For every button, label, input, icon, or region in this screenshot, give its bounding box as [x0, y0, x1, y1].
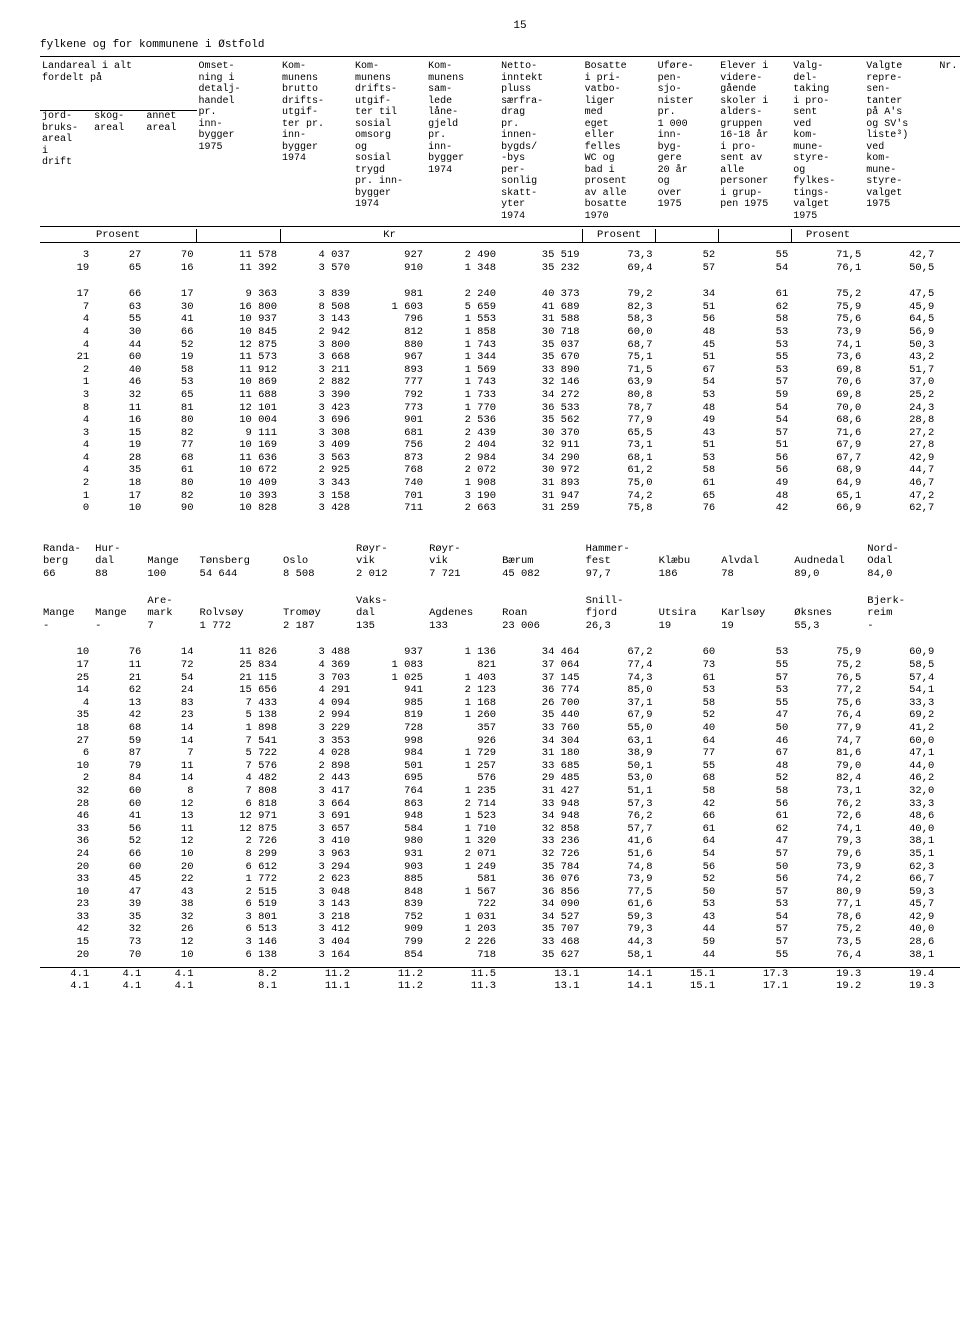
table-row: 3345221 7722 62388558136 07673,9525674,2…: [40, 873, 960, 886]
table-row: 3335323 8013 2187521 03134 52759,3435478…: [40, 911, 960, 924]
table-row: 10761411 8263 4889371 13634 46467,260537…: [40, 646, 960, 659]
table-row: 2070106 1383 16485471835 62758,1445576,4…: [40, 949, 960, 962]
table-row: 4.14.14.18.111.111.211.313.114.115.117.1…: [40, 980, 960, 993]
table-row: 2759147 5413 35399892634 30463,1644674,7…: [40, 735, 960, 748]
table-row: 413837 4334 0949851 16826 70037,1585575,…: [40, 697, 960, 710]
table-row: 1465310 8692 8827771 74332 14663,9545770…: [40, 376, 960, 389]
table-row: 3652122 7263 4109801 32033 23641,6644779…: [40, 835, 960, 848]
table-row: 2860126 8183 6648632 71433 94857,3425676…: [40, 798, 960, 811]
table-row: 3277011 5784 0379272 49035 51973,3525571…: [40, 249, 960, 262]
label-row: 668810054 6448 5082 0127 72145 08297,718…: [40, 568, 960, 581]
table-row: 2188010 4093 3437401 90831 89375,0614964…: [40, 477, 960, 490]
table-row: 4445212 8753 8008801 74335 03768,7455374…: [40, 339, 960, 352]
label-row: --71 7722 18713513323 00626,3191955,3-: [40, 620, 960, 633]
table-row: 46411312 9713 6919481 52334 94876,266617…: [40, 810, 960, 823]
table-row: 0109010 8283 4287112 66331 25975,8764266…: [40, 502, 960, 515]
unit-row: ProsentKrProsentProsent: [40, 229, 960, 243]
data-table: 3277011 5784 0379272 49035 51973,3525571…: [40, 243, 960, 993]
table-row: 2466108 2993 9639312 07132 72651,6545779…: [40, 848, 960, 861]
table-row: 4197710 1693 4097562 40432 91173,1515167…: [40, 439, 960, 452]
table-row: 4356110 6722 9257682 07230 97261,2585668…: [40, 464, 960, 477]
table-row: 4554110 9373 1437961 55331 58858,3565875…: [40, 313, 960, 326]
table-row: 1178210 3933 1587013 19031 94774,2654865…: [40, 490, 960, 503]
table-row: 2339386 5193 14383972234 09061,6535377,1…: [40, 898, 960, 911]
label-row: Randa-Hur-Røyr-Røyr-Hammer-Nord-: [40, 543, 960, 556]
table-row: 4232266 5133 4129091 20335 70779,3445775…: [40, 923, 960, 936]
table-row: 7633016 8008 5081 6035 65941 68982,35162…: [40, 301, 960, 314]
label-row: MangeMangemarkRolvsøyTromøydalAgdenesRoa…: [40, 607, 960, 620]
table-row: 19651611 3923 5709101 34835 23269,457547…: [40, 262, 960, 275]
table-row: 4168010 0043 6969012 53635 56277,9495468…: [40, 414, 960, 427]
table-row: 4286811 6363 5638732 98434 29068,1535667…: [40, 452, 960, 465]
table-row: 25215421 1153 7031 0251 40337 14574,3615…: [40, 672, 960, 685]
table-row: 14622415 6564 2919412 12336 77485,053537…: [40, 684, 960, 697]
table-row: 3326511 6883 3907921 73334 27280,8535969…: [40, 389, 960, 402]
table-row: 1573123 1463 4047992 22633 46844,3595773…: [40, 936, 960, 949]
table-row: 326087 8083 4177641 23531 42751,1585873,…: [40, 785, 960, 798]
table-row: 1047432 5153 0488481 56736 85677,5505780…: [40, 886, 960, 899]
table-row: 17117225 8344 3691 08382137 06477,473557…: [40, 659, 960, 672]
table-row: 33561112 8753 6575841 71032 85857,761627…: [40, 823, 960, 836]
table-row: 68775 7224 0289841 72931 18038,9776781,6…: [40, 747, 960, 760]
column-headers: Landareal i altfordelt påOmset-ning idet…: [40, 56, 960, 227]
label-row: Are-Vaks-Snill-Bjerk-: [40, 595, 960, 608]
page-title: fylkene og for kommunene i Østfold: [40, 39, 960, 52]
table-row: 4306610 8452 9428121 85830 71860,0485373…: [40, 326, 960, 339]
label-row: bergdalMangeTønsbergOslovikvikBærumfestK…: [40, 555, 960, 568]
table-row: 1766179 3633 8399812 24040 37379,2346175…: [40, 288, 960, 301]
table-row: 21601911 5733 6689671 34435 67075,151557…: [40, 351, 960, 364]
table-row: 1079117 5762 8985011 25733 68550,1554879…: [40, 760, 960, 773]
table-row: 284144 4822 44369557629 48553,0685282,44…: [40, 772, 960, 785]
table-row: 3542235 1382 9948191 26035 44067,9524776…: [40, 709, 960, 722]
table-row: 2060206 6123 2949031 24935 78474,8565073…: [40, 861, 960, 874]
table-row: 315829 1113 3086812 43930 37065,5435771,…: [40, 427, 960, 440]
table-row: 1868141 8983 22972835733 76055,0405077,9…: [40, 722, 960, 735]
page-number: 15: [40, 20, 960, 33]
table-row: 4.14.14.18.211.211.211.513.114.115.117.3…: [40, 968, 960, 981]
table-row: 8118112 1013 4237731 77036 53378,7485470…: [40, 402, 960, 415]
table-row: 2405811 9123 2118931 56933 89071,5675369…: [40, 364, 960, 377]
